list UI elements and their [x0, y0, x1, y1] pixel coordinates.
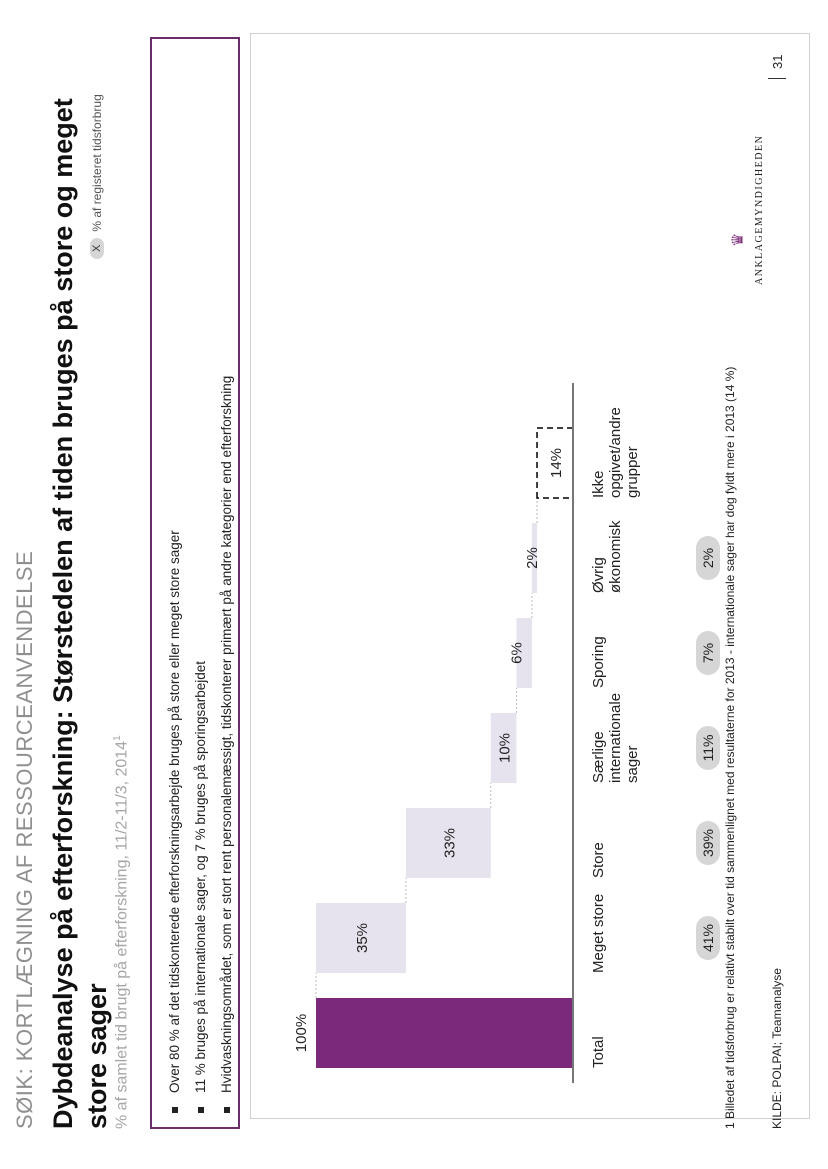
share-pill-1 — [696, 916, 720, 960]
chart-panel: 100% Total 35% Meget store 41% 33% Store 39% 10%… — [250, 33, 810, 1119]
share-label-4: 7% — [700, 643, 716, 663]
brand-name: ANKLAGEMYNDIGHEDEN — [754, 134, 765, 285]
share-pill-4 — [696, 631, 720, 675]
crown-logo-icon: ♛ — [730, 232, 747, 247]
bullet-item: Hvidvaskningsområdet, som er stort rent … — [214, 51, 240, 1115]
share-label-5: 2% — [700, 548, 716, 568]
legend: X % af registeret tidsforbrug — [90, 94, 104, 259]
footnote: 1 Billedet af tidsforbrug er relativt st… — [723, 366, 737, 1129]
share-label-1: 41% — [700, 924, 716, 952]
bar-5 — [531, 523, 538, 593]
category-label-1: Meget store — [590, 894, 607, 973]
value-label-1: 35% — [354, 923, 371, 953]
bar-0 — [316, 998, 573, 1068]
page-divider — [768, 78, 786, 79]
page-subtitle: % af samlet tid brugt på efterforskning,… — [112, 735, 131, 1129]
share-pill-3 — [696, 726, 720, 770]
page-number: 31 — [770, 54, 785, 69]
value-label-2: 33% — [441, 828, 458, 858]
bullet-item: Over 80 % af det tidskonterede efterfors… — [162, 51, 188, 1115]
share-label-2: 39% — [700, 829, 716, 857]
share-pill-5 — [696, 536, 720, 580]
bullet-item: 11 % bruges på internationale sager, og … — [188, 51, 214, 1115]
subtitle-text: % af samlet tid brugt på efterforskning,… — [113, 740, 131, 1129]
value-label-6: 14% — [548, 448, 565, 478]
legend-symbol: X — [90, 237, 104, 259]
bar-1 — [316, 903, 406, 973]
category-label-6: Ikkeopgivet/andregrupper — [590, 407, 641, 498]
share-pill-2 — [696, 821, 720, 865]
legend-label: % af registeret tidsforbrug — [90, 94, 104, 232]
subtitle-footnote-ref: 1 — [112, 735, 123, 741]
category-label-5: Øvrigøkonomisk — [590, 520, 624, 593]
category-label-2: Store — [590, 842, 607, 878]
value-label-5: 2% — [524, 547, 541, 569]
source-note: KILDE: POLPAI; Teamanalyse — [770, 968, 784, 1129]
value-label-4: 6% — [508, 642, 525, 664]
bar-3 — [490, 713, 517, 783]
value-label-0: 100% — [293, 1014, 310, 1052]
waterfall-chart: 100% Total 35% Meget store 41% 33% Store 39% 10%… — [293, 383, 720, 1083]
section-kicker: SØIK: KORTLÆGNING AF RESSOURCEANVENDELSE — [12, 550, 37, 1129]
bar-2 — [405, 808, 491, 878]
category-label-0: Total — [590, 1036, 607, 1068]
value-label-3: 10% — [497, 733, 514, 763]
bar-4 — [516, 618, 532, 688]
share-label-3: 11% — [700, 735, 716, 762]
key-findings-box: Over 80 % af det tidskonterede efterfors… — [150, 37, 240, 1129]
category-label-3: Særligeinternationalesager — [590, 693, 641, 783]
category-label-4: Sporing — [590, 636, 607, 688]
